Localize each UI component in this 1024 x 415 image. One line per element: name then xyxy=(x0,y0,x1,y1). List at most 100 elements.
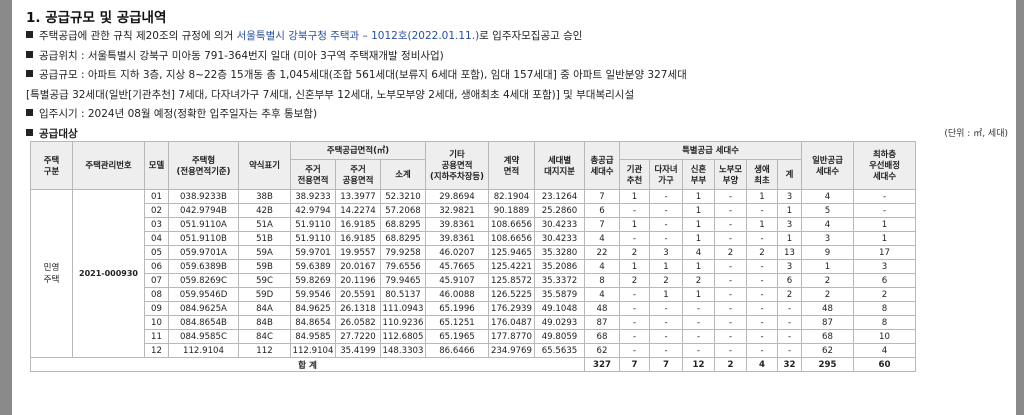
table-cell: 84.9585 xyxy=(290,329,336,344)
table-cell: 16.9185 xyxy=(335,217,381,232)
table-cell: 2 xyxy=(801,273,854,288)
table-cell: 1 xyxy=(853,217,916,232)
table-cell: 8 xyxy=(584,273,620,288)
table-cell: - xyxy=(682,315,715,330)
header-common: 주거 공용면적 xyxy=(335,159,381,190)
table-cell: 23.1264 xyxy=(534,189,585,204)
table-cell: 084.8654B xyxy=(168,315,239,330)
table-cell: 2 xyxy=(714,245,747,260)
table-cell: 84C xyxy=(238,329,291,344)
table-row: 09 084.9625A 84A 84.9625 26.1318 111.0943 65.1… xyxy=(31,301,916,316)
table-cell: 26.1318 xyxy=(335,301,381,316)
table-cell: 35.4199 xyxy=(335,343,381,358)
table-cell: 1 xyxy=(682,189,715,204)
table-cell: - xyxy=(619,287,650,302)
table-cell: 87 xyxy=(584,315,620,330)
document-page: 1. 공급규모 및 공급내역 주택공급에 관한 규칙 제20조의 규정에 의거 … xyxy=(12,0,1016,415)
header-supply-area: 주택공급면적(㎡) xyxy=(290,141,426,160)
supply-table: 주택 구분 주택관리번호 모델 주택형 (전용면적기준) 약식표기 주택공급면적… xyxy=(30,141,916,372)
total-cell: 7 xyxy=(649,357,683,372)
table-cell: - xyxy=(746,287,778,302)
table-cell: 112 xyxy=(238,343,291,358)
table-cell: 176.0487 xyxy=(488,315,535,330)
header-mgmt-no: 주택관리번호 xyxy=(72,141,145,190)
table-cell: - xyxy=(777,329,802,344)
table-cell: - xyxy=(714,273,747,288)
table-cell: - xyxy=(649,343,683,358)
header-newlywed: 신혼 부부 xyxy=(682,159,715,190)
table-cell: 10 xyxy=(853,329,916,344)
table-cell: 7 xyxy=(584,189,620,204)
table-cell: - xyxy=(714,301,747,316)
table-cell: 1 xyxy=(746,217,778,232)
table-cell: 84.8654 xyxy=(290,315,336,330)
table-cell: - xyxy=(649,315,683,330)
table-cell: 59D xyxy=(238,287,291,302)
total-cell: 2 xyxy=(714,357,747,372)
table-cell: 65.1965 xyxy=(425,329,489,344)
table-row: 11 084.9585C 84C 84.9585 27.7220 112.6805 65.1… xyxy=(31,329,916,344)
table-cell: 59C xyxy=(238,273,291,288)
approval-date: (2022.01.11.) xyxy=(407,30,480,42)
header-land: 세대별 대지지분 xyxy=(534,141,585,190)
table-cell: - xyxy=(746,259,778,274)
table-cell: 059.6389B xyxy=(168,259,239,274)
table-cell: 084.9625A xyxy=(168,301,239,316)
table-cell: - xyxy=(649,301,683,316)
table-cell: 59.6389 xyxy=(290,259,336,274)
table-cell: 7 xyxy=(584,217,620,232)
table-cell: - xyxy=(619,231,650,246)
section-title: 1. 공급규모 및 공급내역 xyxy=(26,10,167,26)
table-cell: 48 xyxy=(584,301,620,316)
bullet-target: 공급대상 xyxy=(26,125,1011,145)
table-cell: 12 xyxy=(144,343,169,358)
table-cell: 17 xyxy=(853,245,916,260)
header-lowest-floor: 최하층 우선배정 세대수 xyxy=(853,141,916,190)
table-cell: - xyxy=(619,301,650,316)
table-cell: 108.6656 xyxy=(488,231,535,246)
table-cell: 01 xyxy=(144,189,169,204)
table-cell: 46.0088 xyxy=(425,287,489,302)
header-short: 약식표기 xyxy=(238,141,291,190)
table-cell: 4 xyxy=(584,287,620,302)
table-cell: 90.1889 xyxy=(488,203,535,218)
header-housing-type: 주택 구분 xyxy=(30,141,73,190)
table-cell: 176.2939 xyxy=(488,301,535,316)
table-cell: - xyxy=(746,329,778,344)
table-cell: 51B xyxy=(238,231,291,246)
table-row: 12 112.9104 112 112.9104 35.4199 148.3303 86.6… xyxy=(31,343,916,358)
table-cell: 084.9585C xyxy=(168,329,239,344)
table-cell: 68 xyxy=(584,329,620,344)
table-cell: 2 xyxy=(649,273,683,288)
total-cell: 4 xyxy=(746,357,778,372)
table-cell: - xyxy=(777,343,802,358)
table-cell: - xyxy=(746,231,778,246)
table-cell: 49.8059 xyxy=(534,329,585,344)
table-cell: 2 xyxy=(853,287,916,302)
table-cell: 4 xyxy=(801,217,854,232)
table-cell: 4 xyxy=(801,189,854,204)
total-cell: 327 xyxy=(584,357,620,372)
header-elderly: 노부모 부양 xyxy=(714,159,747,190)
table-cell: 10 xyxy=(144,315,169,330)
table-cell: 1 xyxy=(619,189,650,204)
table-cell: - xyxy=(619,329,650,344)
table-cell: 19.9557 xyxy=(335,245,381,260)
table-cell: 1 xyxy=(777,231,802,246)
table-cell: 02 xyxy=(144,203,169,218)
table-cell: 48 xyxy=(801,301,854,316)
table-cell: 1 xyxy=(649,259,683,274)
table-cell: 39.8361 xyxy=(425,231,489,246)
table-row: 07 059.8269C 59C 59.8269 20.1196 79.9465 45.91… xyxy=(31,273,916,288)
table-cell: 4 xyxy=(682,245,715,260)
table-cell: 59A xyxy=(238,245,291,260)
table-cell: 04 xyxy=(144,231,169,246)
table-cell: 59.9546 xyxy=(290,287,336,302)
table-cell: 125.4221 xyxy=(488,259,535,274)
table-cell: 84.9625 xyxy=(290,301,336,316)
table-cell: 038.9233B xyxy=(168,189,239,204)
table-cell: 26.0582 xyxy=(335,315,381,330)
header-other-common: 기타 공용면적 (지하주차장등) xyxy=(425,141,489,190)
table-cell: 234.9769 xyxy=(488,343,535,358)
table-cell: 3 xyxy=(649,245,683,260)
